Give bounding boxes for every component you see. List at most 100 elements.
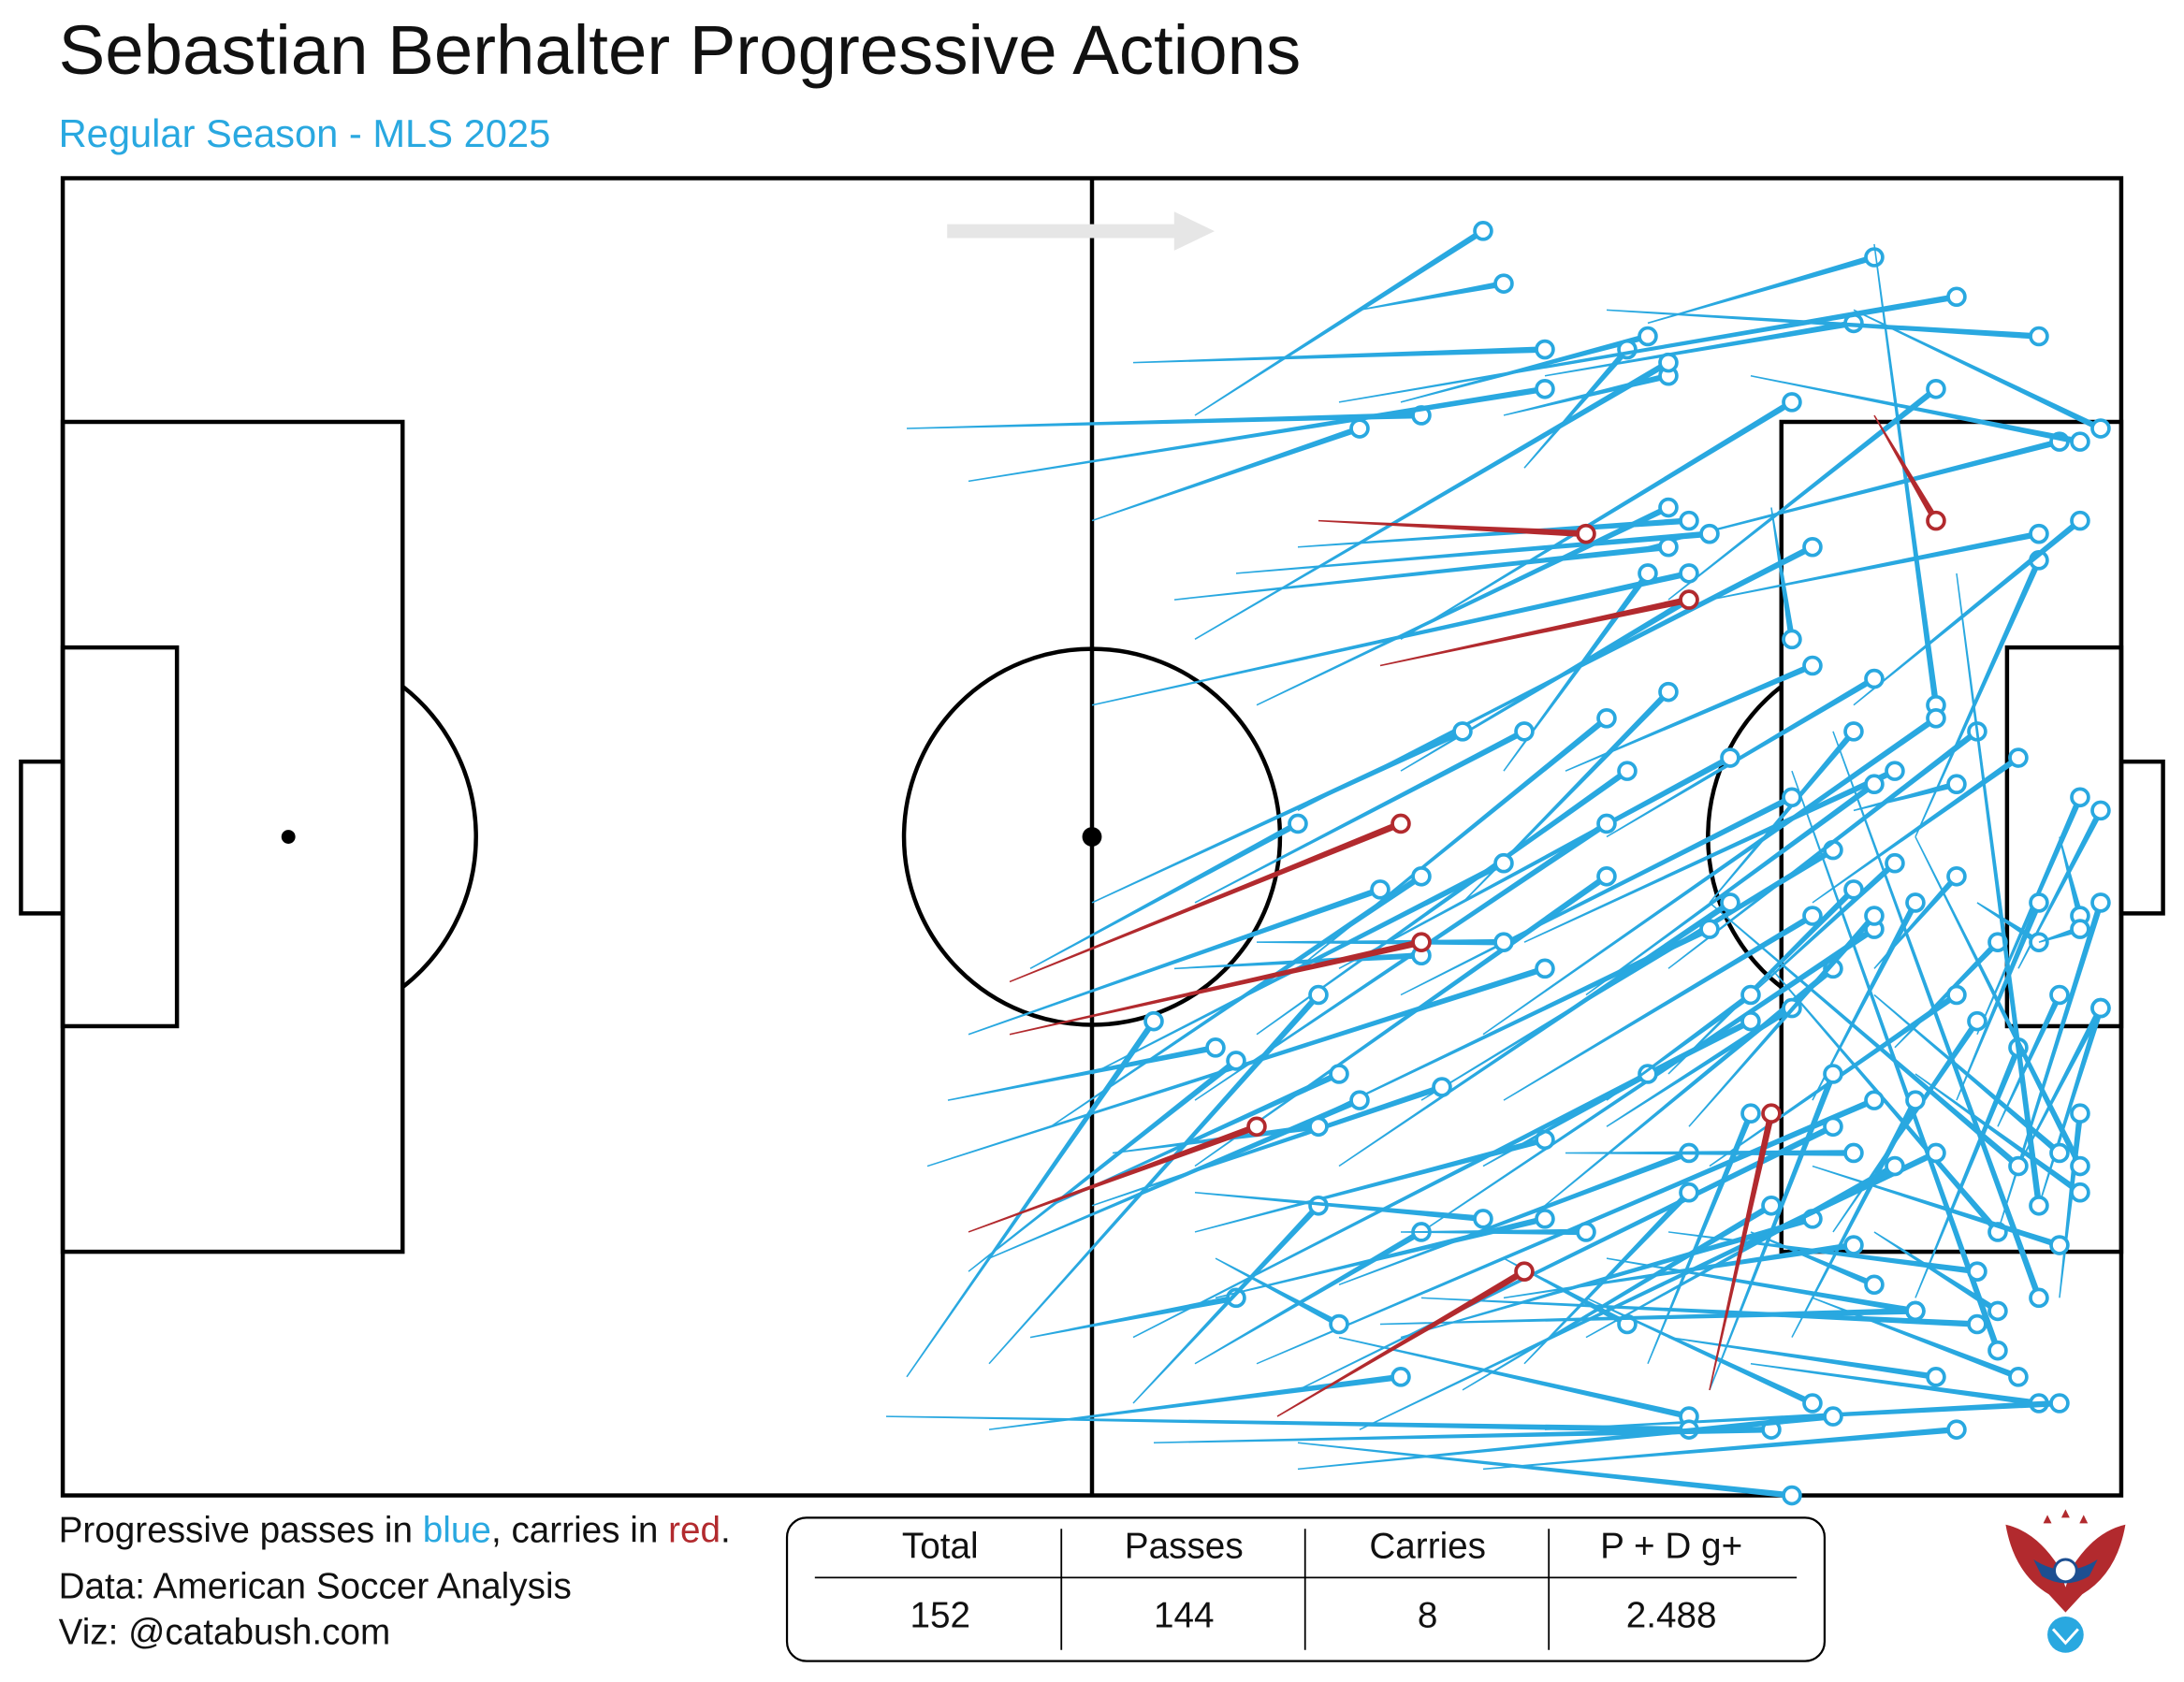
action-end <box>1596 708 1617 729</box>
action-line <box>2017 808 2104 969</box>
pass <box>1915 836 2090 1177</box>
action-line <box>1297 517 1690 548</box>
action-line <box>1338 1336 1690 1420</box>
action-end <box>1535 379 1555 399</box>
pass <box>1194 721 1535 904</box>
action-end <box>1535 1209 1555 1229</box>
pass <box>968 879 1390 1036</box>
note-text: . <box>721 1511 731 1551</box>
pass <box>1606 668 1885 838</box>
action-end <box>1617 761 1638 781</box>
action-end <box>1658 681 1679 703</box>
pass <box>1853 309 2111 439</box>
pass <box>1256 761 1638 1036</box>
pass <box>1338 286 1967 403</box>
action-end <box>1638 326 1658 347</box>
action-end <box>1967 1010 1987 1032</box>
action-line <box>1503 1257 1629 1327</box>
action-end <box>1885 761 1905 781</box>
action-line <box>1400 333 1649 403</box>
action-line <box>1503 1241 1855 1299</box>
pass <box>1379 1300 1926 1326</box>
pass <box>1194 1191 1493 1229</box>
pass <box>1297 536 1823 812</box>
action-line <box>1606 675 1876 838</box>
pass <box>1297 1406 1843 1471</box>
action-line <box>1853 309 2103 431</box>
note-red: red <box>668 1511 721 1551</box>
action-end <box>1720 892 1740 913</box>
action-line <box>1009 938 1422 1036</box>
action-end <box>1740 984 1761 1006</box>
action-line <box>1585 781 1876 996</box>
action-end <box>1411 932 1432 952</box>
action-line <box>1050 1071 1341 1207</box>
pass <box>1297 510 1699 548</box>
pass <box>1873 1231 2008 1322</box>
action-line <box>1750 1363 2040 1407</box>
action-end <box>1926 510 1946 531</box>
pass <box>1915 1073 2090 1203</box>
action-line <box>1812 901 1918 1101</box>
action-line <box>1009 820 1403 983</box>
action-end <box>1864 774 1885 795</box>
pass <box>1667 379 1946 601</box>
action-end <box>2070 510 2090 531</box>
action-end <box>1226 1051 1246 1071</box>
action-end <box>1658 536 1679 558</box>
carry <box>1709 1103 1782 1391</box>
table-value: 144 <box>1154 1596 1215 1636</box>
action-line <box>1523 347 1630 469</box>
action-line <box>1297 926 1711 1127</box>
action-line <box>1338 755 1732 969</box>
note-text: Progressive passes in <box>59 1511 423 1551</box>
action-end <box>1740 1103 1761 1124</box>
action-line <box>1750 1231 1876 1288</box>
action-line <box>1647 254 1875 325</box>
action-line <box>1194 228 1485 416</box>
logo <box>2005 1509 2126 1653</box>
pass <box>1976 787 2090 1036</box>
action-line <box>1153 1426 1772 1443</box>
pass <box>1256 932 1514 952</box>
action-end <box>1658 352 1679 373</box>
action-end <box>1596 813 1617 834</box>
pass <box>1215 1209 1555 1299</box>
pass <box>988 1367 1411 1430</box>
action-end <box>2070 431 2090 452</box>
pass <box>1173 536 1679 601</box>
action-end <box>1802 906 1823 926</box>
action-line <box>1256 768 1629 1036</box>
action-line <box>1853 518 2083 706</box>
action-line <box>1215 1257 1341 1327</box>
action-end <box>1349 1090 1370 1110</box>
action-end <box>1432 1077 1452 1097</box>
action-line <box>1503 913 1814 1101</box>
carry <box>1379 589 1699 667</box>
action-line <box>1832 731 2043 1299</box>
carry <box>968 1116 1267 1233</box>
action-line <box>1709 729 1856 904</box>
action-line <box>1647 438 2060 548</box>
note-blue: blue <box>423 1511 491 1551</box>
pass <box>1482 708 1946 1036</box>
action-line <box>1256 938 1504 946</box>
action-end <box>1885 852 1905 874</box>
action-end <box>1926 1367 1946 1387</box>
pass <box>988 1090 1370 1259</box>
action-line <box>988 993 1321 1365</box>
action-line <box>1812 755 2020 904</box>
pass <box>1667 879 1864 1075</box>
action-line <box>1297 1413 1834 1471</box>
pass <box>1812 747 2029 904</box>
pass <box>1544 1393 2070 1430</box>
action-line <box>886 1415 1690 1433</box>
action-end <box>1329 1313 1349 1335</box>
action-end <box>1864 1274 1885 1296</box>
action-line <box>1297 544 1814 812</box>
action-end <box>2070 787 2090 808</box>
pass <box>2038 919 2090 943</box>
stats-cells: Total 152 Passes 144 Carries 8 P + D g+ 2.488 <box>902 1526 1742 1635</box>
